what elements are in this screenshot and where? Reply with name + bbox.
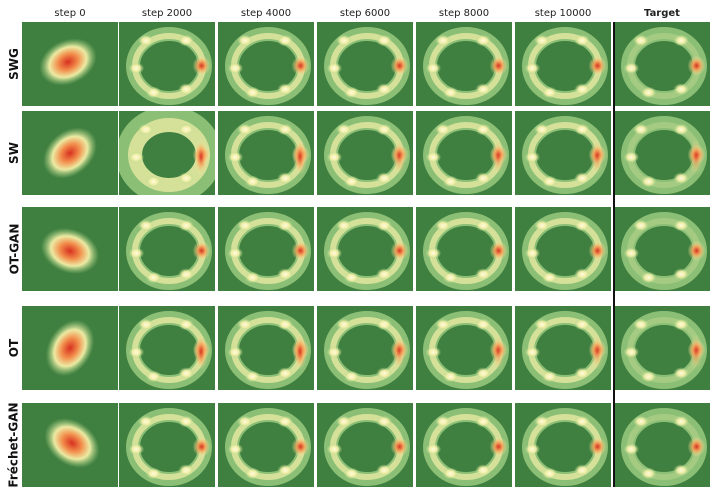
density-panel-0-2	[218, 22, 314, 106]
column-header-2: step 4000	[240, 8, 292, 19]
density-panel-3-2	[218, 306, 314, 390]
density-panel-3-6	[614, 306, 710, 390]
row-label-text: SW	[6, 142, 21, 164]
density-panel-2-3	[317, 207, 413, 291]
density-panel-0-3	[317, 22, 413, 106]
density-panel-4-0	[22, 403, 118, 487]
column-header-0: step 0	[54, 8, 86, 19]
density-panel-2-4	[416, 207, 512, 291]
density-panel-2-1	[119, 207, 215, 291]
density-panel-2-0	[22, 207, 118, 291]
density-panel-2-2	[218, 207, 314, 291]
density-panel-1-4	[416, 111, 512, 195]
density-panel-1-3	[317, 111, 413, 195]
density-panel-0-6	[614, 22, 710, 106]
column-header-1: step 2000	[141, 8, 193, 19]
density-panel-1-6	[614, 111, 710, 195]
density-panel-1-0	[22, 111, 118, 195]
density-panel-1-5	[515, 111, 611, 195]
density-panel-0-4	[416, 22, 512, 106]
row-label-text: SWG	[7, 48, 22, 80]
column-header-4: step 8000	[438, 8, 490, 19]
density-panel-0-1	[119, 22, 215, 106]
density-panel-3-1	[119, 306, 215, 390]
density-panel-3-3	[317, 306, 413, 390]
density-panel-3-5	[515, 306, 611, 390]
density-panel-3-0	[22, 306, 118, 390]
density-panel-4-1	[119, 403, 215, 487]
density-panel-0-0	[22, 22, 118, 106]
density-panel-0-5	[515, 22, 611, 106]
column-header-6: Target	[644, 8, 680, 19]
row-label-text: OT	[6, 338, 21, 358]
column-header-5: step 10000	[534, 8, 592, 19]
density-panel-2-5	[515, 207, 611, 291]
density-panel-1-1	[119, 111, 215, 195]
density-panel-4-3	[317, 403, 413, 487]
target-divider	[613, 22, 615, 487]
density-panel-2-6	[614, 207, 710, 291]
density-panel-1-2	[218, 111, 314, 195]
row-label-text: OT-GAN	[7, 223, 22, 275]
density-panel-4-6	[614, 403, 710, 487]
density-panel-4-5	[515, 403, 611, 487]
row-label-text: Fréchet-GAN	[7, 402, 21, 488]
density-panel-4-2	[218, 403, 314, 487]
column-header-3: step 6000	[339, 8, 391, 19]
density-panel-4-4	[416, 403, 512, 487]
density-panel-3-4	[416, 306, 512, 390]
